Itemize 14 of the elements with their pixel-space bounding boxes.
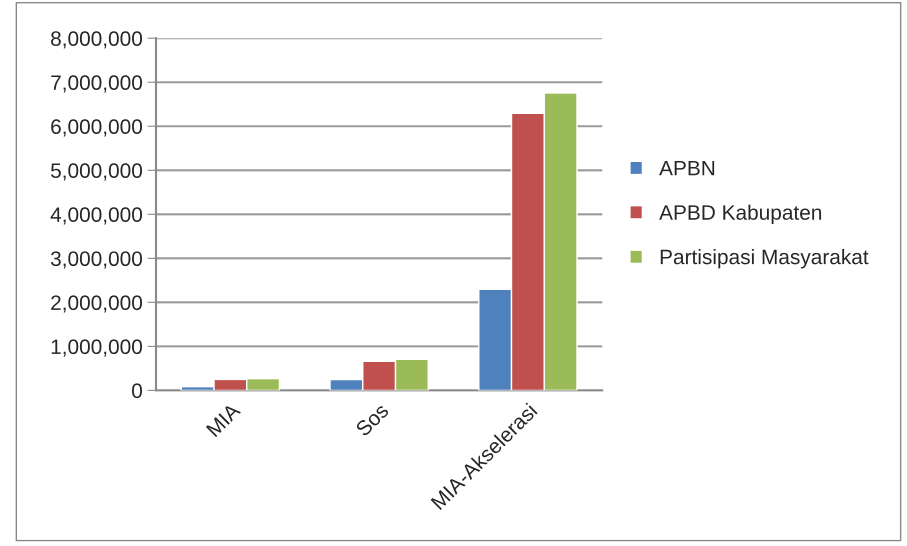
y-tick-label: 5,000,000 bbox=[50, 163, 142, 180]
y-tick-label: 6,000,000 bbox=[51, 119, 142, 136]
y-tick-label: 7,000,000 bbox=[51, 75, 142, 92]
x-tick-label: MIA bbox=[206, 402, 242, 438]
y-tick-label: 1,000,000 bbox=[52, 339, 142, 357]
y-tick-label: 3,000,000 bbox=[50, 251, 142, 269]
y-tick-label: 0 bbox=[132, 383, 142, 398]
y-tick-label: 8,000,000 bbox=[51, 31, 142, 48]
x-tick-label: Sos bbox=[354, 402, 390, 438]
legend-label: Partisipasi Masyarakat bbox=[660, 249, 868, 268]
y-tick-label: 2,000,000 bbox=[51, 295, 142, 313]
y-tick-label: 4,000,000 bbox=[50, 207, 142, 225]
legend-label: APBN bbox=[659, 160, 714, 176]
legend-label: APBD Kabupaten bbox=[659, 204, 822, 224]
